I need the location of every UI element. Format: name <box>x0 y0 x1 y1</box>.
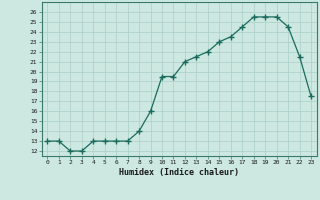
X-axis label: Humidex (Indice chaleur): Humidex (Indice chaleur) <box>119 168 239 177</box>
